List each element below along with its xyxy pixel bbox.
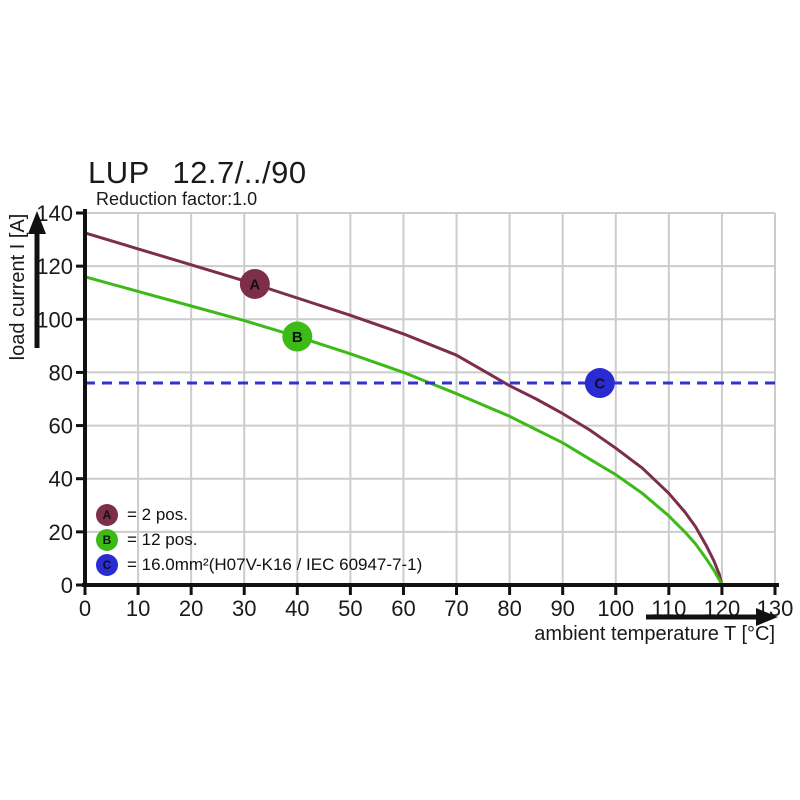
y-tick-label: 40 (49, 467, 73, 492)
marker-b-label: B (292, 329, 303, 346)
curve-b (83, 275, 724, 587)
y-tick-label: 60 (49, 414, 73, 439)
legend-item-wire: C = 16.0mm²(H07V-K16 / IEC 60947-7-1) (96, 554, 422, 576)
y-tick-label: 80 (49, 360, 73, 385)
chart-title: LUP 12.7/../90 (88, 155, 307, 190)
y-tick-label: 20 (49, 520, 73, 545)
x-tick-label: 70 (444, 596, 468, 621)
x-axis-label: ambient temperature T [°C] (534, 623, 775, 645)
legend-marker-a-icon: A (96, 504, 118, 526)
y-tick-label: 140 (36, 201, 73, 226)
reduction-factor-label: Reduction factor:1.0 (96, 189, 258, 209)
x-tick-label: 80 (497, 596, 521, 621)
legend-label: = 2 pos. (127, 505, 188, 524)
marker-c-label: C (594, 376, 605, 393)
x-tick-label: 10 (126, 596, 150, 621)
legend: A = 2 pos. B = 12 pos. C = 16.0mm²(H07V-… (96, 504, 422, 579)
x-tick-label: 90 (550, 596, 574, 621)
x-tick-label: 50 (338, 596, 362, 621)
legend-marker-b-icon: B (96, 529, 118, 551)
x-tick-label: 100 (597, 596, 634, 621)
marker-c (584, 368, 615, 399)
marker-a-label: A (249, 276, 260, 293)
legend-label: = 12 pos. (127, 530, 198, 549)
y-tick-label: 120 (36, 254, 73, 279)
y-axis-arrowhead-icon (28, 211, 46, 234)
legend-item-12pos: B = 12 pos. (96, 529, 422, 551)
x-tick-label: 40 (285, 596, 309, 621)
marker-a (239, 268, 270, 299)
marker-b (282, 321, 313, 352)
y-tick-label: 100 (36, 307, 73, 332)
x-tick-label: 60 (391, 596, 415, 621)
x-axis-arrowhead-icon (756, 608, 778, 626)
legend-label: = 16.0mm²(H07V-K16 / IEC 60947-7-1) (127, 555, 423, 574)
y-tick-label: 0 (61, 573, 73, 598)
x-tick-label: 0 (79, 596, 91, 621)
x-tick-label: 20 (179, 596, 203, 621)
legend-item-2pos: A = 2 pos. (96, 504, 422, 526)
x-tick-label: 30 (232, 596, 256, 621)
legend-marker-c-icon: C (96, 554, 118, 576)
